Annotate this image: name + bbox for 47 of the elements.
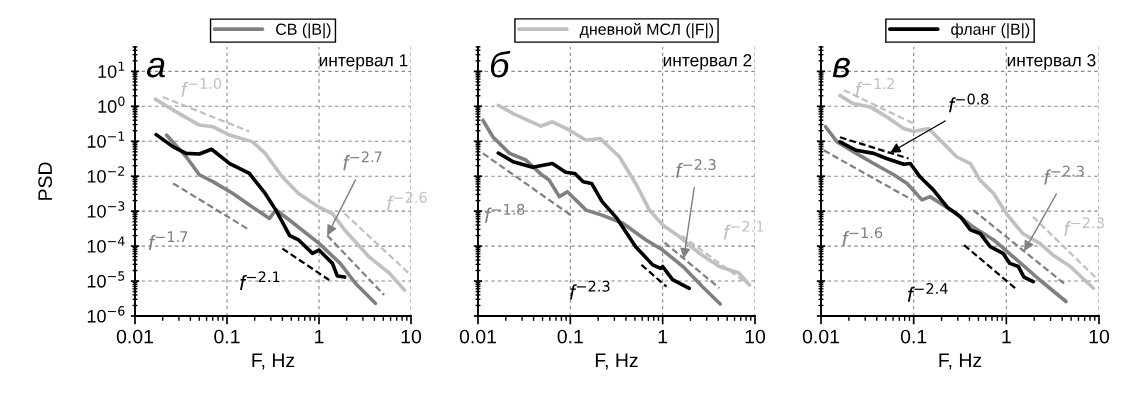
- chart-title: в: [832, 57, 850, 78]
- series-label: f$^{−2.1}$: [240, 271, 280, 291]
- series-label: f$^{−1.0}$: [181, 78, 222, 97]
- series-label: f$^{−1.8}$: [484, 203, 525, 223]
- y-axis-title: PSD: [38, 162, 53, 200]
- legend-label: фланг (|B|): [951, 23, 1030, 39]
- x-tick-label: 0.1: [557, 329, 583, 344]
- y-tick-label: 10$^{−3}$: [87, 201, 125, 218]
- y-tick-label: 10$^{−4}$: [87, 236, 125, 253]
- chart-title: б: [490, 50, 511, 78]
- y-tick-label: 10$^{−1}$: [87, 131, 125, 148]
- y-tick-label: 10$^{0}$: [98, 96, 125, 113]
- x-tick-label: 1: [315, 329, 324, 344]
- y-tick-label: 10$^{1}$: [98, 61, 125, 78]
- x-tick-label: 10: [1089, 329, 1110, 344]
- series-label: f$^{−1.7}$: [148, 231, 188, 250]
- text: f$^{−2.3}$: [676, 158, 716, 178]
- chart-title: а: [146, 57, 165, 78]
- chart-subtitle: интервал 3: [1007, 54, 1096, 70]
- series-label: f$^{−2.3}$: [569, 280, 610, 300]
- y-tick-label: 10$^{−2}$: [87, 166, 125, 183]
- x-tick-label: 1: [658, 329, 668, 344]
- x-tick-label: 0.01: [459, 329, 496, 344]
- text: f$^{−0.8}$: [949, 93, 989, 113]
- y-tick-label: 10$^{−6}$: [87, 306, 125, 323]
- x-axis-title: F, Hz: [939, 353, 982, 370]
- x-tick-label: 0.1: [900, 329, 927, 344]
- x-tick-label: 1: [1002, 329, 1011, 344]
- series-label: f$^{−1.6}$: [842, 227, 883, 246]
- x-tick-label: 10: [745, 329, 766, 344]
- text: f$^{−2.3}$: [1044, 165, 1084, 185]
- x-axis-title: F, Hz: [595, 353, 638, 370]
- series-label: f$^{−2.3}$: [1064, 217, 1104, 237]
- series-label: f$^{−2.4}$: [907, 283, 948, 302]
- series-label: f$^{−2.6}$: [387, 191, 427, 211]
- series-label: f$^{−2.1}$: [723, 220, 764, 240]
- x-tick-label: 10: [401, 329, 422, 344]
- x-axis-title: F, Hz: [252, 353, 295, 370]
- text: f$^{−2.7}$: [343, 151, 382, 171]
- chart-subtitle: интервал 1: [319, 54, 408, 70]
- x-tick-label: 0.01: [116, 329, 153, 344]
- chart-subtitle: интервал 2: [663, 54, 752, 70]
- y-tick-label: 10$^{−5}$: [87, 271, 125, 288]
- legend-label: дневной МСЛ (|F|): [579, 22, 714, 39]
- legend-label: СВ (|B|): [276, 23, 331, 39]
- x-tick-label: 0.1: [214, 329, 240, 344]
- x-tick-label: 0.01: [802, 329, 839, 344]
